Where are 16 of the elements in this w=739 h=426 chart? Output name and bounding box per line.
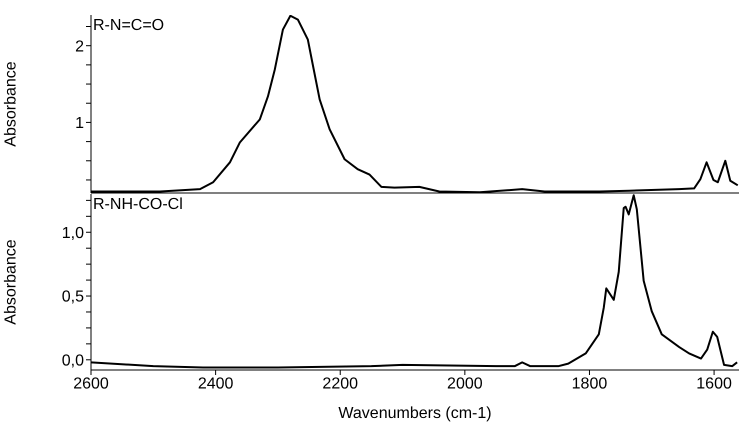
x-tick-label: 1800: [572, 375, 608, 392]
x-tick-label: 1600: [696, 375, 732, 392]
annotation: R-N=C=O: [93, 17, 164, 35]
y-axis-title: Absorbance: [2, 239, 20, 325]
y-tick-label: 2: [75, 38, 84, 56]
y-axis-title: Absorbance: [2, 61, 20, 147]
y-tick-label: 1,0: [62, 224, 84, 242]
x-tick-label: 2200: [322, 375, 358, 392]
x-axis-title: Wavenumbers (cm-1): [338, 405, 492, 422]
y-tick-label: 0,5: [62, 288, 84, 306]
y-tick-label: 0,0: [62, 352, 84, 370]
x-tick-label: 2000: [447, 375, 483, 392]
x-tick-label: 2400: [198, 375, 234, 392]
y-tick-label: 1: [75, 115, 84, 132]
x-tick-label: 2600: [73, 375, 109, 392]
annotation: R-NH-CO-Cl: [93, 196, 183, 214]
